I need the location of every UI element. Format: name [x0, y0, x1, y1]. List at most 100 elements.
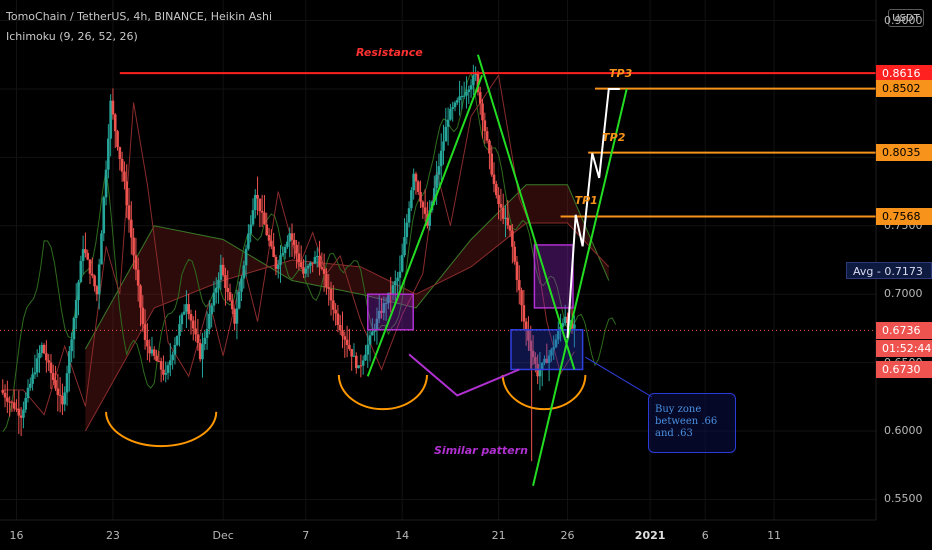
candle-body [545, 358, 549, 363]
candle-body [407, 208, 411, 223]
candle-body [265, 224, 269, 235]
candle-body [341, 330, 344, 337]
candle-body [56, 388, 60, 395]
cup-arc[interactable] [105, 411, 218, 447]
trendline-2[interactable] [476, 54, 576, 370]
candle-body [205, 328, 209, 338]
candle-body [84, 249, 87, 253]
candle-body [178, 324, 181, 336]
candle-body [104, 169, 108, 198]
cup-arc[interactable] [501, 374, 587, 410]
candle-body [453, 102, 457, 108]
candle-body [455, 100, 459, 103]
candle-body [173, 344, 177, 355]
candle-body [263, 212, 266, 225]
price-label: 01:52:44 [876, 339, 932, 357]
candle-body [320, 267, 324, 269]
price-label: 0.8616 [876, 64, 932, 82]
candle-body [81, 249, 85, 261]
candle-body [439, 150, 443, 167]
candle-body [95, 286, 99, 295]
candle-body [343, 336, 347, 340]
candle-body [224, 275, 227, 289]
candle-body [125, 181, 129, 206]
candle-body [235, 308, 239, 324]
currency-button[interactable]: USDT [888, 9, 924, 27]
candle-body [458, 96, 461, 101]
y-tick-label: 0.9000 [884, 13, 923, 27]
candle-body [286, 241, 289, 247]
candle-body [433, 188, 436, 202]
cup-arc[interactable] [337, 374, 428, 411]
candle-body [51, 373, 55, 381]
trendline-3[interactable] [532, 88, 628, 487]
candle-body [504, 217, 507, 219]
candle-body [65, 373, 69, 393]
projection-path[interactable] [566, 87, 620, 339]
candle-body [322, 268, 326, 274]
candle-body [382, 303, 386, 313]
candle-body [573, 324, 576, 329]
candle-body [511, 230, 514, 247]
candle-body [102, 197, 106, 234]
candle-body [297, 253, 301, 263]
buy-zone-box[interactable] [510, 329, 584, 371]
candle-body [490, 153, 494, 175]
candle-body [90, 273, 94, 276]
candle-body [332, 300, 335, 310]
candle-body [45, 353, 48, 361]
candle-body [77, 282, 80, 301]
avg-value: 0.7173 [884, 265, 923, 279]
trendline-1[interactable] [366, 74, 484, 377]
candle-body [513, 246, 516, 262]
pattern-box[interactable] [367, 293, 414, 331]
buy-zone-text: Buy zone between .66 and .63 [655, 404, 718, 439]
pattern-box[interactable] [533, 244, 574, 309]
candle-body [520, 290, 523, 306]
candle-body [449, 108, 452, 120]
x-tick-label: 7 [302, 529, 310, 542]
candle-body [350, 349, 353, 357]
candle-body [538, 370, 542, 377]
x-tick-label: 6 [701, 529, 709, 542]
candle-body [442, 141, 445, 151]
candle-body [164, 372, 168, 375]
candle-body [299, 262, 303, 268]
pattern-link-line[interactable] [408, 353, 520, 397]
candle-body [485, 131, 489, 141]
candle-body [72, 317, 76, 340]
candle-body [460, 96, 464, 98]
candle-body [529, 340, 533, 351]
candle-body [334, 309, 337, 314]
candle-body [194, 328, 197, 335]
candle-body [148, 346, 151, 354]
candle-body [384, 303, 388, 305]
candle-body [237, 291, 241, 309]
candle-body [61, 395, 64, 405]
candle-body [58, 394, 62, 396]
candle-body [481, 103, 484, 121]
candle-body [563, 316, 567, 324]
candle-body [304, 268, 308, 274]
candle-body [217, 279, 220, 288]
candle-body [159, 361, 163, 370]
candle-body [63, 392, 67, 405]
x-tick-label: 21 [491, 529, 506, 542]
candle-body [403, 237, 406, 256]
candle-body [68, 351, 71, 374]
candle-body [100, 233, 103, 265]
x-tick-label: 26 [560, 529, 575, 542]
candle-body [231, 300, 234, 310]
candle-body [281, 253, 285, 256]
candle-body [208, 313, 211, 329]
candle-body [552, 347, 555, 350]
candle-body [29, 383, 32, 388]
x-tick-label: Dec [212, 529, 234, 542]
candle-body [306, 265, 310, 269]
indicator-legend[interactable]: Ichimoku (9, 26, 52, 26) [6, 30, 138, 43]
price-label: 0.6736 [876, 321, 932, 339]
candle-body [3, 392, 7, 398]
x-tick-label: 11 [767, 529, 782, 542]
candle-body [226, 288, 230, 293]
